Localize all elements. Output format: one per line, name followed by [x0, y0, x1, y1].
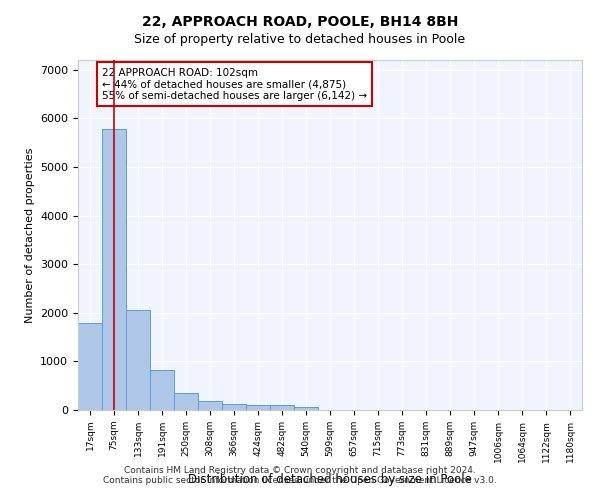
Text: Contains HM Land Registry data © Crown copyright and database right 2024.
Contai: Contains HM Land Registry data © Crown c…	[103, 466, 497, 485]
Bar	[126, 310, 150, 410]
Bar	[78, 324, 102, 410]
Text: 22 APPROACH ROAD: 102sqm
← 44% of detached houses are smaller (4,875)
55% of sem: 22 APPROACH ROAD: 102sqm ← 44% of detach…	[102, 68, 367, 101]
Bar	[150, 370, 174, 410]
Bar	[174, 394, 198, 410]
Bar	[222, 404, 246, 410]
Bar	[246, 404, 270, 410]
Text: Size of property relative to detached houses in Poole: Size of property relative to detached ho…	[134, 32, 466, 46]
Text: 22, APPROACH ROAD, POOLE, BH14 8BH: 22, APPROACH ROAD, POOLE, BH14 8BH	[142, 15, 458, 29]
Bar	[198, 401, 222, 410]
Bar	[102, 129, 126, 410]
X-axis label: Distribution of detached houses by size in Poole: Distribution of detached houses by size …	[188, 473, 472, 486]
Bar	[270, 406, 294, 410]
Y-axis label: Number of detached properties: Number of detached properties	[25, 148, 35, 322]
Bar	[294, 407, 318, 410]
